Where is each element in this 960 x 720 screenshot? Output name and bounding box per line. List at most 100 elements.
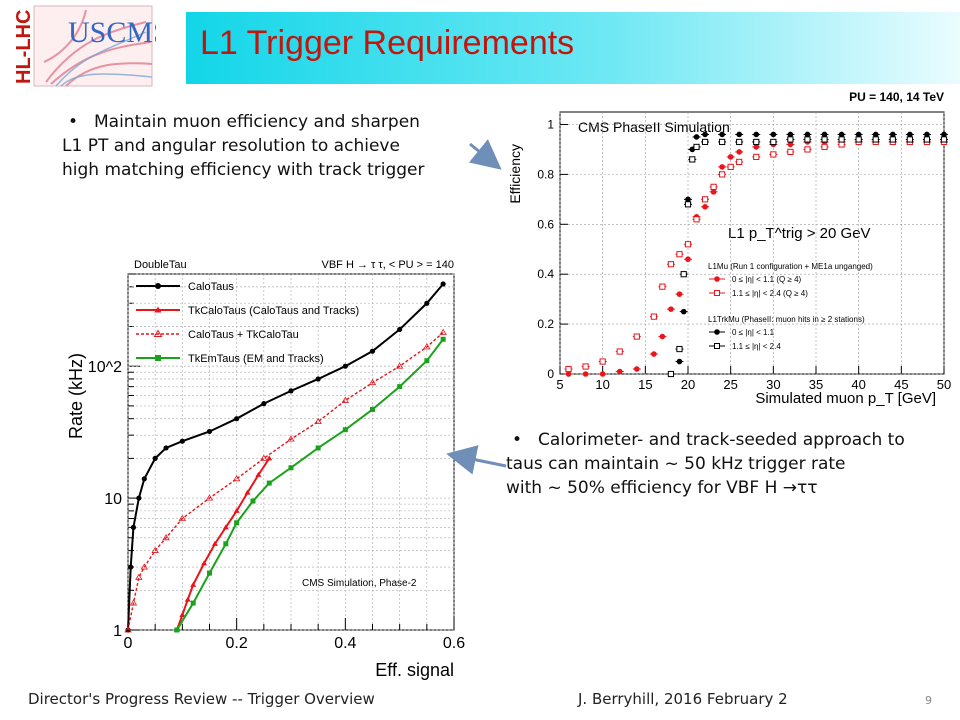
rate-chart-title-right: VBF H → τ τ, < PU > = 140	[322, 259, 455, 271]
rate-data-point	[369, 348, 376, 354]
rate-legend-marker	[154, 306, 162, 313]
rate-data-point	[179, 438, 185, 444]
rate-data-point	[162, 534, 170, 541]
eff-data-point	[693, 134, 700, 140]
eff-x-tick-label: 35	[809, 377, 823, 392]
eff-data-point	[719, 131, 725, 138]
eff-data-point	[565, 371, 572, 377]
eff-legend-header1: L1Mu (Run 1 configuration + ME1a ungange…	[708, 262, 873, 271]
eff-data-point	[838, 136, 845, 143]
rate-data-point	[211, 540, 218, 546]
rate-data-point	[440, 336, 446, 342]
eff-data-point	[702, 131, 708, 138]
eff-legend-label: 1.1 ≤ |η| < 2.4 (Q ≥ 4)	[732, 289, 808, 298]
rate-data-point	[315, 445, 321, 451]
eff-data-point	[821, 136, 828, 143]
rate-legend-label: TkCaloTaus (CaloTaus and Tracks)	[188, 305, 359, 317]
eff-legend-label: 0 ≤ |η| < 1.1 (Q ≥ 4)	[732, 275, 802, 284]
page-number: 9	[925, 694, 932, 707]
eff-y-tick-label: 0.2	[537, 317, 554, 331]
rate-data-point	[288, 465, 294, 471]
eff-data-point	[770, 131, 777, 138]
rate-series-line	[127, 283, 444, 631]
rate-data-point	[288, 388, 294, 394]
eff-x-tick-label: 45	[894, 377, 908, 392]
eff-x-tick-label: 40	[851, 377, 865, 392]
eff-x-tick-label: 15	[638, 377, 652, 392]
eff-data-point	[753, 131, 760, 138]
eff-data-point	[651, 351, 657, 357]
rate-data-point	[130, 524, 137, 530]
rate-chart-xlabel: Eff. signal	[375, 660, 454, 680]
rate-data-point	[260, 454, 268, 461]
eff-data-point	[736, 138, 743, 146]
eff-data-point	[787, 141, 794, 148]
rate-data-point	[232, 475, 241, 482]
eff-data-point	[616, 348, 623, 355]
eff-data-point	[727, 154, 734, 160]
rate-data-point	[140, 563, 149, 570]
eff-data-point	[689, 156, 696, 163]
rate-data-point	[424, 358, 430, 364]
rate-data-point	[397, 326, 403, 333]
eff-data-point	[770, 151, 777, 158]
bullet-marker: •	[68, 112, 79, 132]
rate-data-point	[342, 363, 348, 369]
hl-lhc-logo-text: HL-LHC	[13, 10, 35, 84]
eff-data-point	[872, 131, 879, 138]
footer-author-date: J. Berryhill, 2016 February 2	[578, 690, 788, 708]
eff-x-tick-label: 50	[937, 377, 951, 392]
eff-data-point	[855, 131, 862, 138]
eff-data-point	[701, 196, 709, 203]
eff-data-point	[838, 131, 845, 138]
eff-data-point	[676, 291, 683, 297]
eff-x-tick-label: 25	[723, 377, 737, 392]
eff-data-point	[924, 131, 930, 138]
bullet-marker: •	[512, 430, 523, 450]
rate-data-point	[234, 416, 240, 422]
eff-data-point	[693, 143, 700, 151]
rate-legend-marker	[155, 355, 161, 361]
eff-data-point	[680, 271, 687, 278]
rate-data-point	[190, 600, 196, 606]
rate-y-tick-label: 1	[113, 623, 122, 640]
rate-data-point	[370, 406, 375, 412]
eff-y-tick-label: 0.4	[537, 267, 554, 281]
eff-x-tick-label: 30	[766, 377, 780, 392]
eff-x-tick-label: 20	[681, 377, 695, 392]
eff-data-point	[582, 371, 589, 377]
eff-data-point	[684, 241, 692, 248]
eff-data-point	[753, 153, 760, 161]
rate-data-point	[440, 281, 446, 287]
eff-data-point	[872, 136, 879, 143]
rate-data-point	[222, 524, 229, 530]
eff-legend-label: 0 ≤ |η| < 1.1	[732, 328, 775, 337]
eff-data-point	[719, 164, 725, 170]
eff-data-point	[634, 366, 640, 372]
eff-data-point	[676, 345, 683, 353]
rate-x-tick-label: 0.4	[334, 635, 356, 652]
eff-data-point	[753, 138, 760, 146]
eff-y-tick-label: 1	[547, 117, 554, 131]
eff-data-point	[889, 136, 896, 143]
rate-data-point	[439, 328, 447, 335]
rate-data-point	[205, 494, 214, 501]
eff-chart-ylabel: Efficiency	[507, 144, 523, 204]
eff-data-point	[701, 138, 709, 146]
eff-data-point	[821, 143, 828, 151]
tau-rate-chart: DoubleTau VBF H → τ τ, < PU > = 140 CMS …	[62, 252, 470, 686]
eff-chart-annotation: CMS PhaseII Simulation	[578, 119, 730, 135]
rate-data-point	[178, 514, 187, 521]
eff-data-point	[736, 131, 742, 138]
rate-data-point	[244, 489, 251, 495]
rate-data-point	[151, 546, 159, 553]
rate-chart-annotation: CMS Simulation, Phase-2	[302, 578, 417, 589]
footer-left-text: Director's Progress Review -- Trigger Ov…	[28, 690, 375, 708]
eff-data-point	[668, 306, 674, 312]
eff-data-point	[565, 365, 572, 373]
rate-legend-marker	[155, 283, 161, 289]
rate-data-point	[266, 455, 273, 461]
eff-data-point	[770, 138, 777, 146]
rate-data-point	[424, 300, 430, 306]
eff-data-point	[804, 131, 811, 138]
